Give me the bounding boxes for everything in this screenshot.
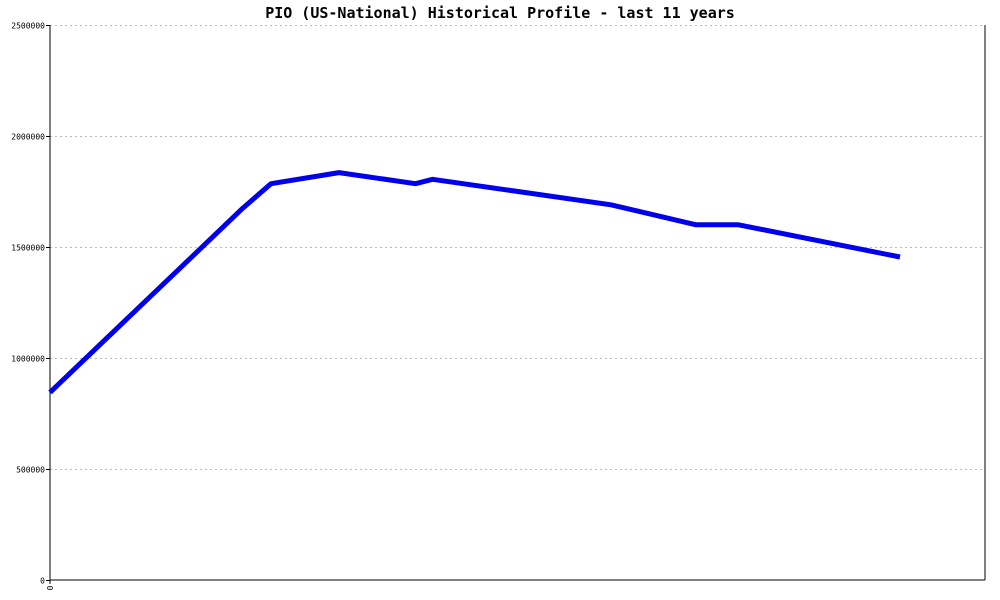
- y-tick-label: 500000: [16, 466, 45, 475]
- y-tick-label: 1000000: [11, 355, 45, 364]
- axes: [49, 25, 986, 581]
- y-tick-label: 2500000: [11, 22, 45, 31]
- series: [48, 170, 901, 395]
- y-tick-labels: 0 500000 1000000 1500000 2000000 2500000: [11, 22, 50, 586]
- gridlines: [50, 25, 985, 470]
- x-tick-labels: 0: [46, 580, 55, 590]
- y-tick-label: 0: [40, 577, 45, 586]
- x-tick-label: 0: [46, 585, 55, 590]
- y-tick-label: 2000000: [11, 133, 45, 142]
- y-tick-label: 1500000: [11, 244, 45, 253]
- series-line: [48, 170, 901, 395]
- chart-title: PIO (US-National) Historical Profile - l…: [265, 4, 735, 22]
